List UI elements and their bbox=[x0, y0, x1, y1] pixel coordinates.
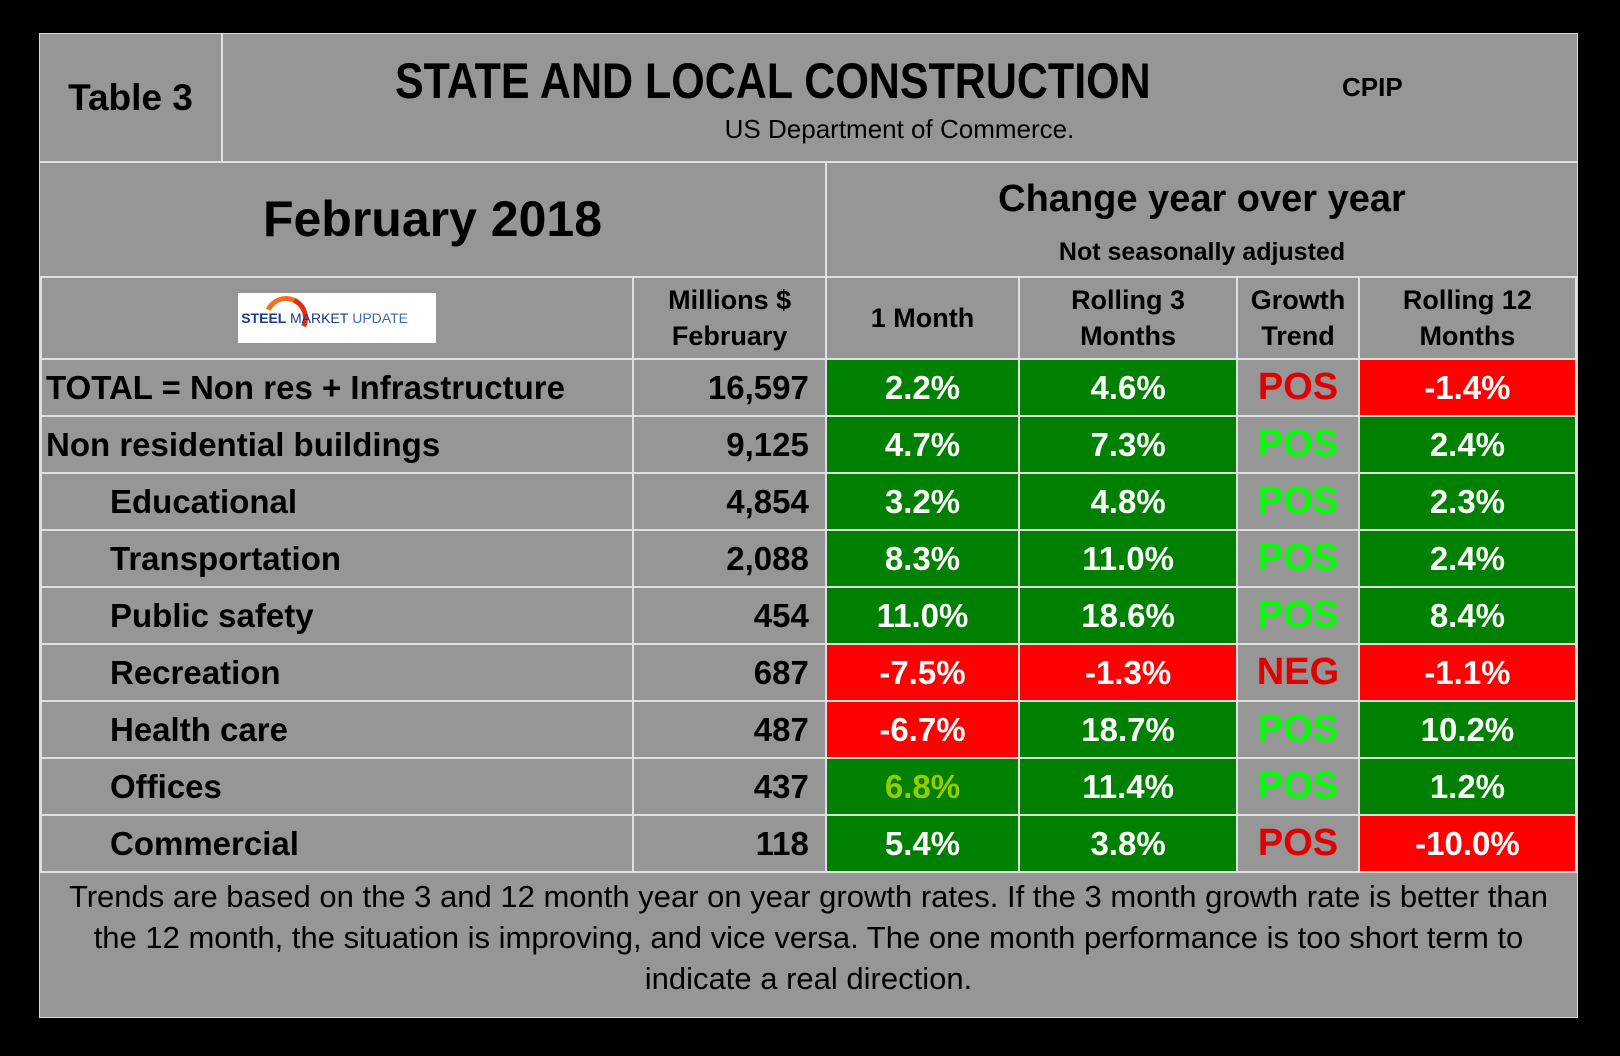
table-row: Commercial 118 5.4% 3.8% POS -10.0% bbox=[39, 814, 1578, 873]
growth-trend: POS bbox=[1236, 757, 1360, 816]
column-header-1-month: 1 Month bbox=[824, 276, 1021, 360]
growth-trend: POS bbox=[1236, 586, 1360, 645]
rolling-3-change: 18.6% bbox=[1018, 586, 1239, 645]
column-header-trend: Growth Trend bbox=[1236, 276, 1360, 360]
rolling-3-change: 11.0% bbox=[1018, 529, 1239, 588]
row-label: Educational bbox=[39, 472, 635, 531]
growth-trend: POS bbox=[1236, 415, 1360, 474]
rolling-12-change: -1.4% bbox=[1357, 358, 1578, 417]
rolling-12-change: 8.4% bbox=[1357, 586, 1578, 645]
row-value: 454 bbox=[632, 586, 827, 645]
logo-cell: STEEL MARKET UPDATE bbox=[39, 276, 635, 360]
row-label: Public safety bbox=[39, 586, 635, 645]
title-tag: CPIP bbox=[1342, 72, 1403, 102]
growth-trend: POS bbox=[1236, 814, 1360, 873]
row-value: 687 bbox=[632, 643, 827, 702]
growth-trend: POS bbox=[1236, 472, 1360, 531]
steel-market-update-logo: STEEL MARKET UPDATE bbox=[238, 289, 437, 347]
row-value: 9,125 bbox=[632, 415, 827, 474]
column-header-value: Millions $ February bbox=[632, 276, 827, 360]
rolling-12-change: -1.1% bbox=[1357, 643, 1578, 702]
row-value: 437 bbox=[632, 757, 827, 816]
column-header-rolling-3: Rolling 3 Months bbox=[1018, 276, 1239, 360]
row-label: Offices bbox=[39, 757, 635, 816]
rolling-12-change: 2.3% bbox=[1357, 472, 1578, 531]
table-row: Non residential buildings 9,125 4.7% 7.3% PO… bbox=[39, 415, 1578, 474]
rolling-3-change: 7.3% bbox=[1018, 415, 1239, 474]
data-table: STEEL MARKET UPDATE Millions $ February … bbox=[39, 276, 1578, 873]
change-subtitle: Not seasonally adjusted bbox=[1058, 238, 1346, 266]
source-text: US Department of Commerce. bbox=[724, 114, 1075, 144]
column-header-rolling-12: Rolling 12 Months bbox=[1357, 276, 1578, 360]
growth-trend: POS bbox=[1236, 700, 1360, 759]
row-label: TOTAL = Non res + Infrastructure bbox=[39, 358, 635, 417]
rolling-3-change: 4.6% bbox=[1018, 358, 1239, 417]
rolling-12-change: 2.4% bbox=[1357, 529, 1578, 588]
growth-trend: POS bbox=[1236, 529, 1360, 588]
one-month-change: 8.3% bbox=[824, 529, 1021, 588]
footnote: Trends are based on the 3 and 12 month y… bbox=[68, 879, 1549, 996]
table-row: Public safety 454 11.0% 18.6% POS 8.4% bbox=[39, 586, 1578, 645]
header-row: STEEL MARKET UPDATE Millions $ February … bbox=[39, 276, 1578, 360]
divider bbox=[825, 162, 827, 277]
rolling-12-change: 2.4% bbox=[1357, 415, 1578, 474]
logo-text: MARKET bbox=[289, 310, 349, 326]
divider bbox=[40, 161, 1577, 163]
rolling-12-change: 1.2% bbox=[1357, 757, 1578, 816]
table-row: Educational 4,854 3.2% 4.8% POS 2.3% bbox=[39, 472, 1578, 531]
logo-text: STEEL bbox=[241, 310, 287, 326]
rolling-3-change: -1.3% bbox=[1018, 643, 1239, 702]
one-month-change: 2.2% bbox=[824, 358, 1021, 417]
rolling-3-change: 18.7% bbox=[1018, 700, 1239, 759]
one-month-change: -7.5% bbox=[824, 643, 1021, 702]
construction-table: Table 3 STATE AND LOCAL CONSTRUCTION CPI… bbox=[39, 33, 1578, 1018]
table-row: Offices 437 6.8% 11.4% POS 1.2% bbox=[39, 757, 1578, 816]
row-value: 487 bbox=[632, 700, 827, 759]
one-month-change: 5.4% bbox=[824, 814, 1021, 873]
one-month-change: 11.0% bbox=[824, 586, 1021, 645]
row-label: Transportation bbox=[39, 529, 635, 588]
row-value: 16,597 bbox=[632, 358, 827, 417]
rolling-12-change: 10.2% bbox=[1357, 700, 1578, 759]
divider bbox=[221, 34, 223, 163]
table-row: Transportation 2,088 8.3% 11.0% POS 2.4% bbox=[39, 529, 1578, 588]
table-row: Health care 487 -6.7% 18.7% POS 10.2% bbox=[39, 700, 1578, 759]
one-month-change: 4.7% bbox=[824, 415, 1021, 474]
change-title: Change year over year bbox=[998, 178, 1406, 220]
page-title: STATE AND LOCAL CONSTRUCTION bbox=[395, 53, 1151, 109]
one-month-change: 3.2% bbox=[824, 472, 1021, 531]
row-value: 4,854 bbox=[632, 472, 827, 531]
period-label: February 2018 bbox=[262, 190, 603, 247]
growth-trend: POS bbox=[1236, 358, 1360, 417]
table-label: Table 3 bbox=[68, 77, 193, 118]
row-value: 2,088 bbox=[632, 529, 827, 588]
row-label: Health care bbox=[39, 700, 635, 759]
table-row: Recreation 687 -7.5% -1.3% NEG -1.1% bbox=[39, 643, 1578, 702]
rolling-3-change: 11.4% bbox=[1018, 757, 1239, 816]
rolling-3-change: 3.8% bbox=[1018, 814, 1239, 873]
row-label: Commercial bbox=[39, 814, 635, 873]
rolling-12-change: -10.0% bbox=[1357, 814, 1578, 873]
table-row: TOTAL = Non res + Infrastructure 16,597 2.… bbox=[39, 358, 1578, 417]
one-month-change: -6.7% bbox=[824, 700, 1021, 759]
rolling-3-change: 4.8% bbox=[1018, 472, 1239, 531]
growth-trend: NEG bbox=[1236, 643, 1360, 702]
logo-text: UPDATE bbox=[352, 310, 408, 326]
row-label: Recreation bbox=[39, 643, 635, 702]
row-label: Non residential buildings bbox=[39, 415, 635, 474]
one-month-change: 6.8% bbox=[824, 757, 1021, 816]
row-value: 118 bbox=[632, 814, 827, 873]
